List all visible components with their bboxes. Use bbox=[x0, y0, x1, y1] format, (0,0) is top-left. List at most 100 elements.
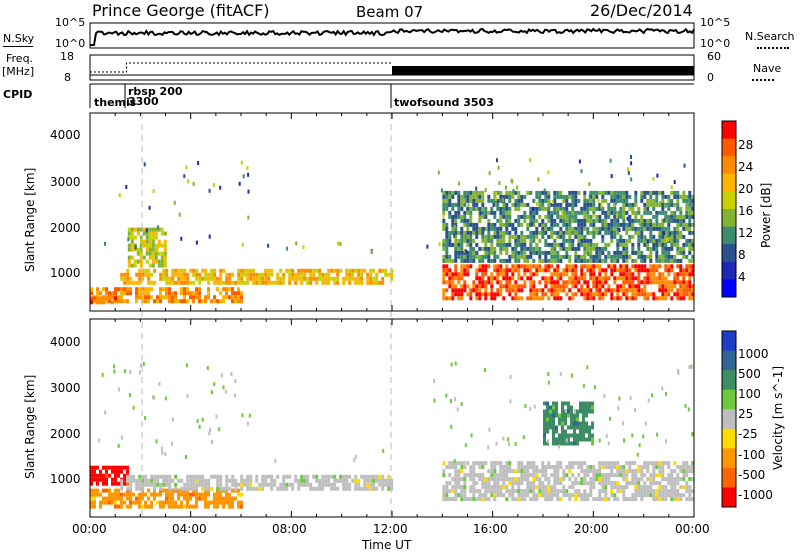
data-cell bbox=[617, 406, 620, 411]
data-cell bbox=[300, 276, 304, 281]
data-cell bbox=[568, 493, 572, 498]
data-cell bbox=[583, 477, 587, 482]
data-cell bbox=[550, 489, 554, 494]
data-cell bbox=[369, 482, 373, 487]
data-cell bbox=[604, 465, 608, 470]
data-cell bbox=[577, 481, 581, 486]
data-cell bbox=[186, 500, 189, 505]
data-cell bbox=[237, 492, 240, 497]
data-cell bbox=[595, 477, 599, 482]
data-cell bbox=[553, 254, 557, 259]
data-cell bbox=[658, 264, 662, 269]
data-cell bbox=[291, 482, 295, 487]
data-cell bbox=[174, 486, 178, 491]
data-cell bbox=[147, 482, 151, 487]
data-cell bbox=[637, 238, 641, 243]
data-cell bbox=[219, 185, 222, 190]
data-cell bbox=[625, 473, 629, 478]
data-cell bbox=[126, 465, 129, 470]
data-cell bbox=[363, 268, 367, 273]
data-cell bbox=[655, 465, 659, 470]
data-cell bbox=[561, 242, 563, 247]
data-cell bbox=[454, 473, 458, 478]
data-cell bbox=[523, 477, 527, 482]
data-cell bbox=[499, 284, 503, 289]
data-cell bbox=[622, 254, 626, 259]
data-cell bbox=[616, 222, 620, 227]
data-cell bbox=[117, 299, 120, 304]
data-cell bbox=[204, 500, 207, 505]
colorbar-swatch bbox=[722, 226, 736, 245]
data-cell bbox=[628, 194, 632, 199]
data-cell bbox=[677, 369, 680, 373]
data-cell bbox=[382, 448, 385, 453]
data-cell bbox=[154, 259, 158, 264]
data-cell bbox=[670, 284, 674, 289]
data-cell bbox=[532, 469, 536, 474]
data-cell bbox=[123, 477, 126, 482]
data-cell bbox=[559, 242, 563, 247]
data-cell bbox=[249, 482, 253, 487]
data-cell bbox=[454, 250, 458, 255]
data-cell bbox=[502, 214, 506, 219]
data-cell bbox=[598, 250, 602, 255]
data-cell bbox=[510, 178, 513, 183]
data-cell bbox=[661, 477, 665, 482]
data-cell bbox=[189, 295, 192, 300]
data-cell bbox=[297, 268, 301, 273]
data-cell bbox=[469, 292, 473, 297]
data-cell bbox=[114, 500, 117, 505]
data-cell bbox=[160, 263, 164, 268]
data-cell bbox=[571, 284, 575, 289]
data-cell bbox=[676, 264, 680, 269]
data-cell bbox=[105, 469, 108, 474]
data-cell bbox=[499, 473, 503, 478]
data-cell bbox=[673, 493, 677, 498]
data-cell bbox=[526, 268, 530, 273]
data-cell bbox=[451, 222, 455, 227]
data-cell bbox=[526, 190, 530, 195]
data-cell bbox=[493, 477, 497, 482]
data-cell bbox=[162, 474, 166, 479]
data-cell bbox=[499, 465, 503, 470]
data-cell bbox=[520, 254, 524, 259]
data-cell bbox=[517, 238, 521, 243]
data-cell bbox=[568, 296, 572, 301]
data-cell bbox=[691, 198, 695, 203]
data-cell bbox=[673, 180, 676, 184]
data-cell bbox=[565, 272, 569, 277]
data-cell bbox=[676, 226, 680, 231]
data-cell bbox=[454, 226, 458, 231]
data-cell bbox=[601, 473, 605, 478]
data-cell bbox=[529, 284, 533, 289]
data-cell bbox=[192, 486, 196, 491]
data-cell bbox=[583, 288, 587, 293]
data-cell bbox=[375, 474, 379, 479]
data-cell bbox=[664, 391, 667, 396]
data-cell bbox=[426, 244, 429, 249]
data-cell bbox=[622, 242, 626, 247]
data-cell bbox=[144, 504, 147, 509]
colorbar-swatch bbox=[722, 279, 736, 298]
data-cell bbox=[544, 477, 548, 482]
data-cell bbox=[457, 272, 461, 277]
data-cell bbox=[576, 417, 579, 422]
data-cell bbox=[120, 504, 123, 509]
data-cell bbox=[255, 280, 259, 285]
data-cell bbox=[577, 218, 581, 223]
data-cell bbox=[457, 292, 461, 297]
data-cell bbox=[562, 218, 566, 223]
data-cell bbox=[622, 268, 626, 273]
data-cell bbox=[433, 398, 436, 403]
data-cell bbox=[481, 276, 485, 281]
data-cell bbox=[538, 190, 542, 195]
data-cell bbox=[475, 198, 479, 203]
data-cell bbox=[658, 465, 662, 470]
data-cell bbox=[306, 482, 310, 487]
data-cell bbox=[550, 280, 554, 285]
data-cell bbox=[643, 481, 647, 486]
data-cell bbox=[499, 230, 503, 235]
data-cell bbox=[622, 222, 626, 227]
data-cell bbox=[565, 438, 568, 443]
data-cell bbox=[484, 296, 488, 301]
